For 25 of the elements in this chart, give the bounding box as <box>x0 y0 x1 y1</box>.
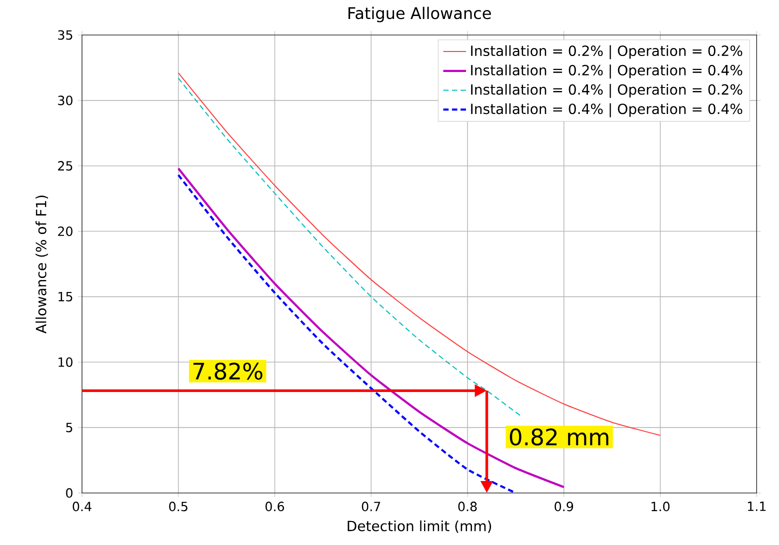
y-tick-label: 30 <box>58 96 72 106</box>
legend-label: Installation = 0.2% | Operation = 0.2% <box>471 45 742 60</box>
y-tick-label: 20 <box>58 226 72 236</box>
legend-label: Installation = 0.4% | Operation = 0.2% <box>471 84 742 98</box>
y-tick-label: 0 <box>66 488 72 498</box>
legend-label: Installation = 0.2% | Operation = 0.4% <box>471 64 742 79</box>
y-axis-title: Allowance (% of F1) <box>36 196 48 334</box>
y-tick-label: 15 <box>58 292 72 302</box>
y-tick-label: 10 <box>58 357 72 367</box>
x-tick-label: 0.6 <box>266 502 284 512</box>
x-tick-label: 1.0 <box>652 502 670 512</box>
x-tick-label: 0.7 <box>362 502 380 512</box>
ref-line-label: 0.82 mm <box>510 428 608 446</box>
ref-line-label: 7.82% <box>193 362 262 380</box>
x-tick-label: 0.8 <box>458 502 477 512</box>
legend-label: Installation = 0.4% | Operation = 0.4% <box>471 103 742 118</box>
x-tick-label: 0.9 <box>554 502 574 512</box>
x-tick-label: 0.4 <box>72 502 92 512</box>
chart-title: Fatigue Allowance <box>348 6 491 22</box>
x-tick-label: 0.5 <box>169 502 188 512</box>
x-tick-label: 1.1 <box>748 502 766 511</box>
x-axis-title: Detection limit (mm) <box>348 520 492 533</box>
y-tick-label: 35 <box>58 30 72 40</box>
y-tick-label: 5 <box>66 422 72 432</box>
y-tick-label: 25 <box>58 161 72 171</box>
